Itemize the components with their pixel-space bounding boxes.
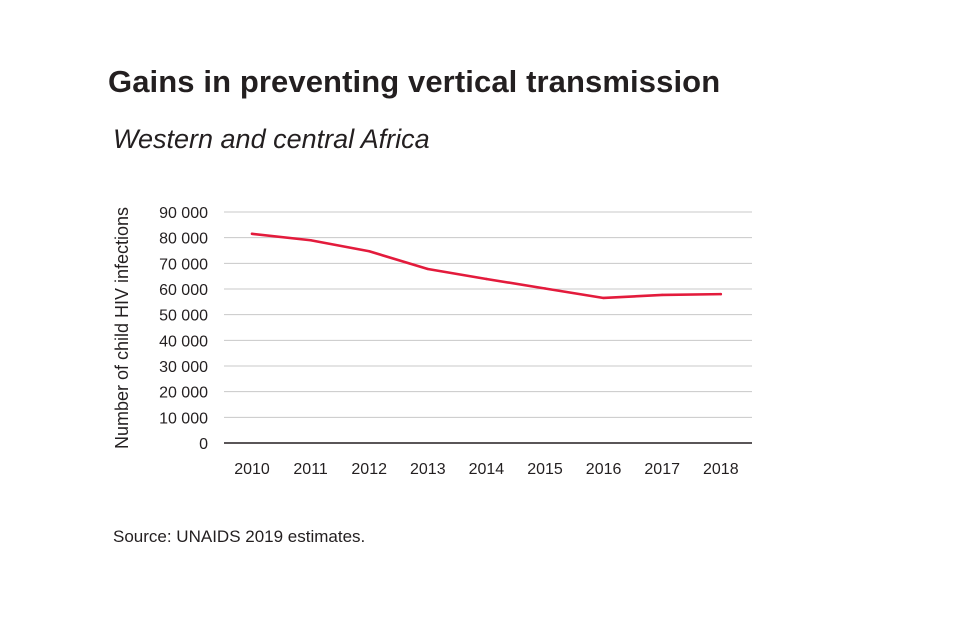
y-tick-label: 80 000 (159, 231, 208, 248)
axis-labels: 0 10 000 20 000 30 000 40 000 50 000 60 000 70 … (112, 205, 739, 478)
data-point (661, 293, 664, 297)
x-tick-label: 2013 (410, 461, 446, 478)
data-point (485, 277, 488, 281)
source-note: Source: UNAIDS 2019 estimates. (113, 527, 366, 546)
data-point (309, 239, 312, 242)
y-tick-label: 90 000 (159, 205, 208, 222)
x-tick-label: 2012 (351, 461, 387, 478)
chart-subtitle: Western and central Africa (113, 124, 430, 154)
data-point (543, 287, 547, 290)
data-point (368, 250, 371, 253)
y-tick-label: 40 000 (159, 333, 208, 350)
y-tick-label: 10 000 (159, 410, 208, 427)
y-axis-label: Number of child HIV infections (112, 207, 132, 449)
data-point (602, 296, 605, 300)
y-tick-label: 70 000 (159, 256, 208, 273)
x-tick-label: 2018 (703, 461, 739, 478)
x-tick-label: 2015 (527, 461, 563, 478)
data-point (250, 232, 254, 236)
chart-title: Gains in preventing vertical transmissio… (108, 64, 721, 99)
y-tick-label: 50 000 (159, 308, 208, 325)
x-tick-label: 2017 (644, 461, 680, 478)
data-point (426, 267, 429, 271)
data-point (719, 292, 722, 296)
x-tick-label: 2014 (469, 461, 505, 478)
y-tick-label: 0 (199, 436, 208, 453)
gridlines (224, 211, 752, 418)
x-tick-label: 2010 (234, 461, 270, 478)
x-tick-label: 2011 (293, 461, 328, 478)
series-line (250, 232, 723, 300)
y-tick-label: 60 000 (159, 282, 208, 299)
x-tick-label: 2016 (586, 461, 622, 478)
y-tick-label: 20 000 (159, 385, 208, 402)
series-lines (250, 232, 723, 300)
y-tick-label: 30 000 (159, 359, 208, 376)
